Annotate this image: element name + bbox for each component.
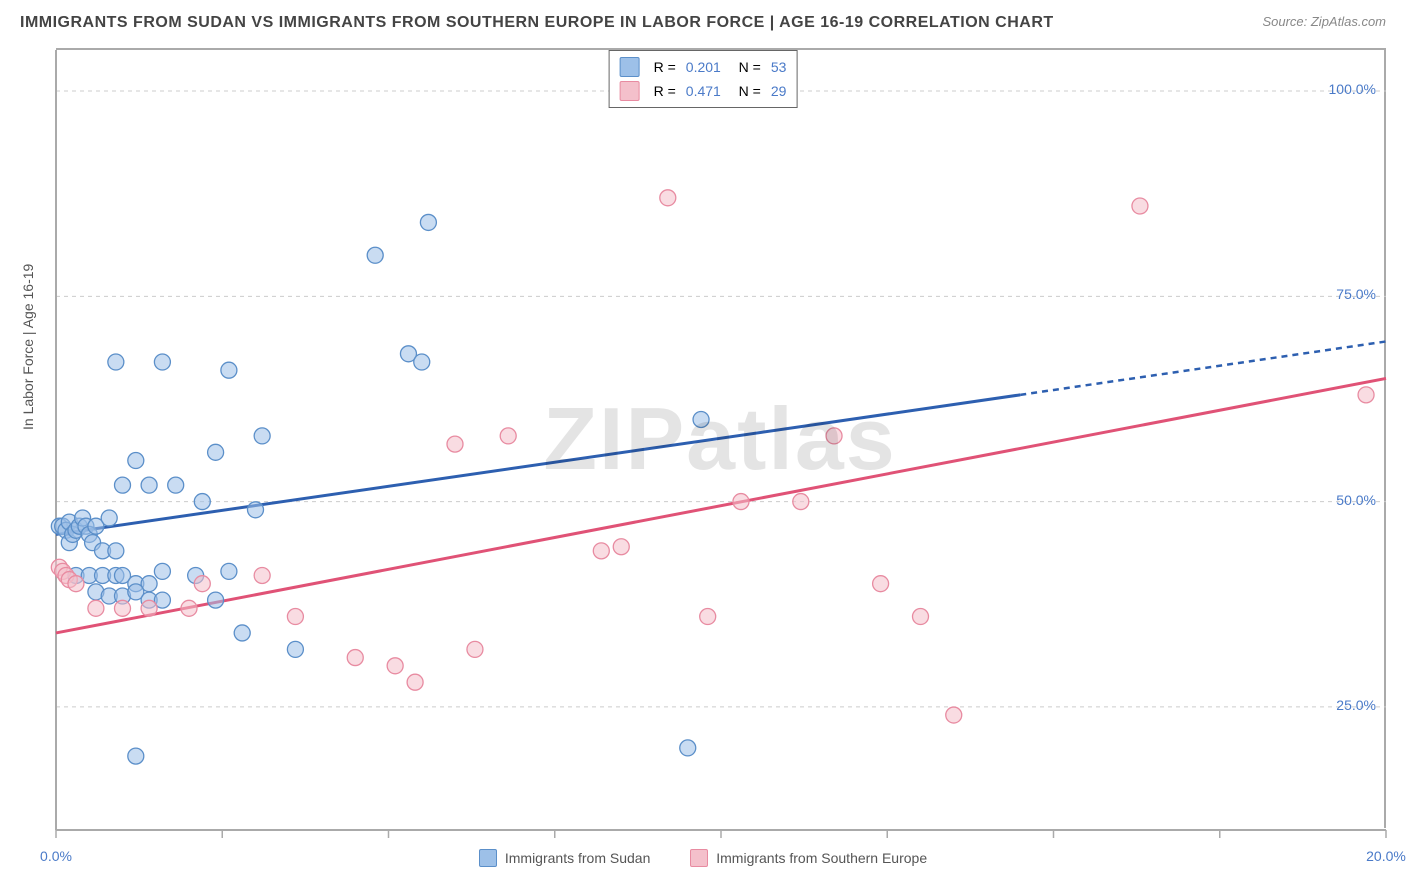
bottom-legend: Immigrants from Sudan Immigrants from So… [0, 849, 1406, 870]
legend-swatch-0 [479, 849, 497, 867]
legend-item-1: Immigrants from Southern Europe [690, 849, 927, 867]
corr-row-0: R = 0.201 N = 53 [620, 55, 787, 79]
legend-item-0: Immigrants from Sudan [479, 849, 651, 867]
ytick-label: 50.0% [1336, 492, 1376, 508]
chart-title: IMMIGRANTS FROM SUDAN VS IMMIGRANTS FROM… [20, 14, 1054, 32]
xtick-label-right: 20.0% [1366, 848, 1406, 864]
y-axis-label: In Labor Force | Age 16-19 [20, 264, 36, 430]
corr-n-label: N = [731, 83, 761, 99]
corr-swatch-0 [620, 57, 640, 77]
plot-area: ZIPatlas [56, 48, 1386, 828]
corr-r-1: 0.471 [686, 83, 721, 99]
corr-n-label: N = [731, 59, 761, 75]
corr-r-label: R = [654, 59, 676, 75]
legend-swatch-1 [690, 849, 708, 867]
chart-container: IMMIGRANTS FROM SUDAN VS IMMIGRANTS FROM… [0, 0, 1406, 892]
corr-row-1: R = 0.471 N = 29 [620, 79, 787, 103]
legend-label-1: Immigrants from Southern Europe [716, 850, 927, 866]
corr-n-1: 29 [771, 83, 787, 99]
corr-n-0: 53 [771, 59, 787, 75]
plot-svg [56, 50, 1384, 828]
corr-r-label: R = [654, 83, 676, 99]
legend-label-0: Immigrants from Sudan [505, 850, 651, 866]
ytick-label: 75.0% [1336, 286, 1376, 302]
source-label: Source: ZipAtlas.com [1262, 14, 1386, 29]
ytick-label: 25.0% [1336, 697, 1376, 713]
correlation-legend: R = 0.201 N = 53 R = 0.471 N = 29 [609, 50, 798, 108]
xtick-label-left: 0.0% [40, 848, 72, 864]
ytick-label: 100.0% [1329, 81, 1376, 97]
corr-swatch-1 [620, 81, 640, 101]
corr-r-0: 0.201 [686, 59, 721, 75]
